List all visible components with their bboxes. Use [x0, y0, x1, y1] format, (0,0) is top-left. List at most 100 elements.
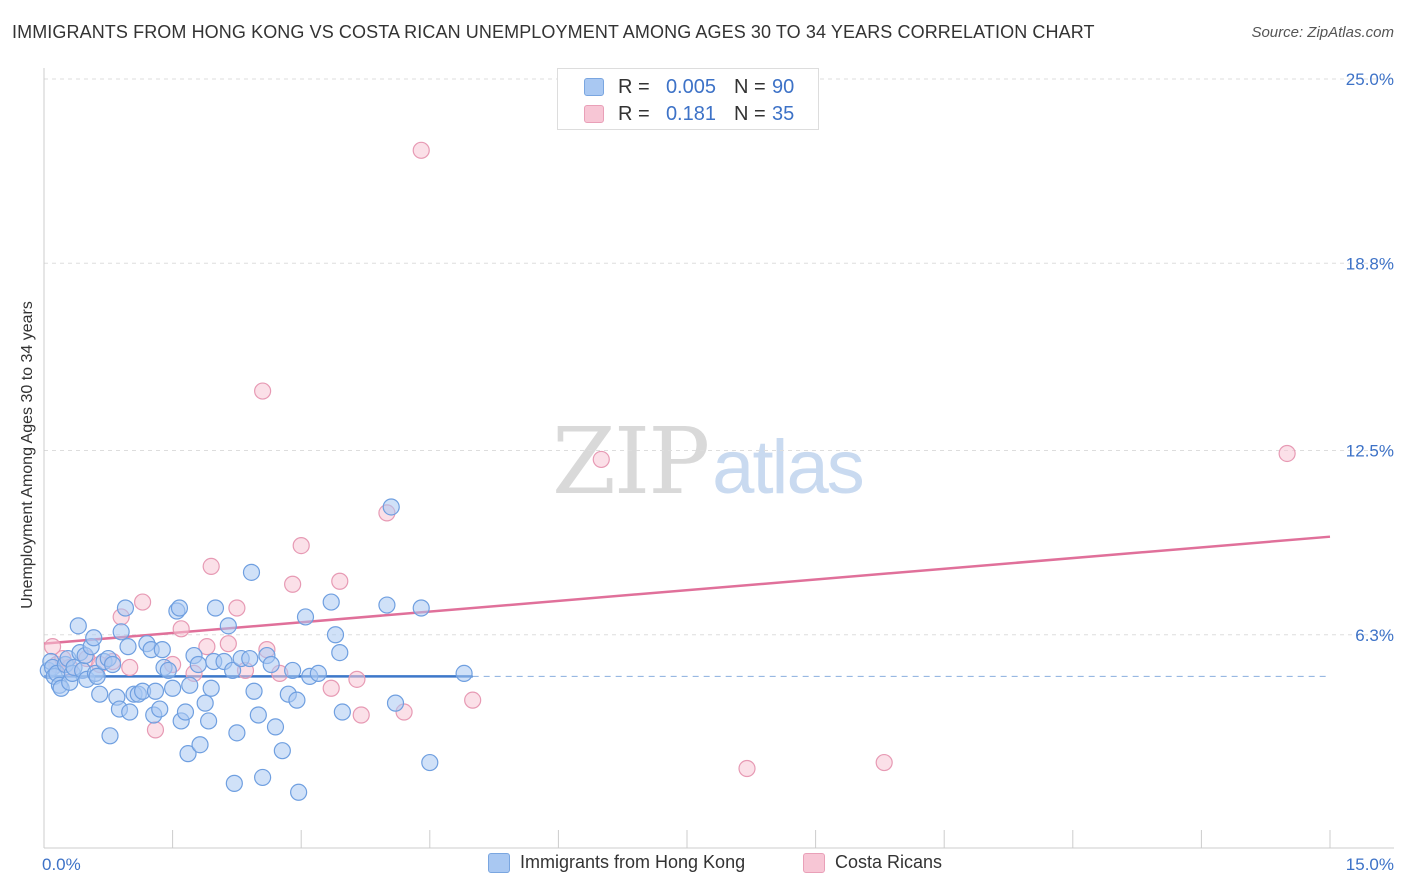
data-point-costa-ricans — [331, 572, 349, 590]
data-point-hong-kong — [273, 742, 291, 760]
data-point-hong-kong — [191, 736, 209, 754]
data-point-costa-ricans — [412, 141, 430, 159]
data-point-hong-kong — [103, 655, 122, 674]
data-point-costa-ricans — [121, 658, 139, 677]
data-point-costa-ricans — [464, 691, 482, 709]
data-point-hong-kong — [245, 682, 263, 700]
data-point-hong-kong — [112, 623, 130, 641]
data-point-hong-kong — [249, 706, 267, 724]
y-tick-label: 6.3% — [1355, 626, 1394, 645]
data-point-hong-kong — [196, 694, 214, 712]
data-point-hong-kong — [386, 694, 405, 712]
trend-line-costa-ricans — [43, 535, 1331, 645]
y-tick-label: 25.0% — [1346, 70, 1394, 89]
grid — [44, 78, 1394, 636]
n-label: N = — [734, 102, 766, 125]
data-point-hong-kong — [146, 682, 165, 700]
data-point-costa-ricans — [146, 721, 165, 739]
data-point-hong-kong — [153, 641, 171, 659]
chart-title: IMMIGRANTS FROM HONG KONG VS COSTA RICAN… — [12, 22, 1095, 42]
legend-label: Immigrants from Hong Kong — [520, 852, 746, 872]
data-point-hong-kong — [121, 703, 139, 721]
data-point-hong-kong — [206, 599, 225, 617]
data-point-costa-ricans — [172, 620, 190, 638]
stats-legend-row-costa-ricans: R = 0.181 N = 35 — [584, 102, 812, 126]
data-point-hong-kong — [296, 608, 315, 626]
data-point-hong-kong — [164, 679, 182, 697]
data-point-hong-kong — [333, 703, 351, 721]
data-point-costa-ricans — [202, 557, 220, 576]
data-point-hong-kong — [242, 563, 261, 581]
data-point-costa-ricans — [322, 679, 340, 697]
data-point-hong-kong — [266, 718, 285, 736]
data-point-costa-ricans — [198, 638, 216, 656]
watermark-atlas: atlas — [712, 425, 865, 510]
data-point-hong-kong — [85, 629, 103, 647]
tick-labels: 6.3% 12.5% 18.8% 25.0% 0.0% 15.0% — [42, 70, 1394, 874]
data-point-hong-kong — [382, 498, 400, 516]
stats-legend-row-hong-kong: R = 0.005 N = 90 — [584, 75, 812, 99]
pink-swatch — [803, 852, 825, 873]
data-point-hong-kong — [159, 661, 177, 680]
data-point-hong-kong — [181, 676, 199, 694]
data-point-hong-kong — [224, 661, 242, 680]
data-point-hong-kong — [69, 617, 87, 635]
data-point-hong-kong — [412, 599, 430, 617]
data-point-hong-kong — [378, 596, 396, 614]
data-point-costa-ricans — [284, 575, 302, 593]
data-point-costa-ricans — [254, 382, 272, 400]
x-tick-label: 15.0% — [1346, 855, 1394, 874]
blue-swatch — [488, 852, 510, 873]
data-point-hong-kong — [219, 617, 237, 635]
data-point-hong-kong — [119, 638, 137, 656]
data-point-hong-kong — [179, 745, 197, 763]
data-point-costa-ricans — [592, 450, 610, 469]
data-point-costa-ricans — [133, 593, 152, 611]
data-point-hong-kong — [200, 712, 218, 730]
n-value: 90 — [772, 75, 795, 98]
data-point-hong-kong — [262, 655, 280, 674]
data-point-hong-kong — [309, 664, 327, 683]
data-point-costa-ricans — [738, 759, 756, 778]
legend-label: Costa Ricans — [835, 852, 943, 872]
data-point-hong-kong — [202, 679, 220, 697]
data-point-costa-ricans — [292, 537, 310, 555]
data-point-costa-ricans — [348, 670, 366, 688]
data-point-hong-kong — [189, 655, 207, 674]
trend-lines — [43, 535, 1331, 678]
data-point-hong-kong — [151, 700, 169, 718]
y-tick-label: 12.5% — [1346, 442, 1394, 461]
data-point-hong-kong — [170, 599, 189, 617]
source-label: Source: ZipAtlas.com — [1251, 24, 1394, 41]
pink-swatch — [584, 105, 604, 123]
r-value: 0.005 — [665, 75, 716, 98]
data-point-hong-kong — [88, 667, 106, 685]
r-label: R = — [618, 75, 650, 98]
data-point-hong-kong — [225, 774, 243, 792]
data-point-hong-kong — [290, 783, 308, 801]
axes — [43, 68, 1394, 849]
data-point-hong-kong — [241, 649, 259, 668]
data-point-hong-kong — [455, 664, 473, 683]
legend-item-hong-kong[interactable]: Immigrants from Hong Kong — [488, 852, 745, 873]
n-label: N = — [734, 75, 766, 98]
y-tick-label: 18.8% — [1346, 254, 1394, 273]
data-point-costa-ricans — [228, 599, 246, 617]
stats-legend: R = 0.005 N = 90 R = 0.181 N = 35 — [557, 68, 819, 130]
r-value: 0.181 — [665, 102, 716, 125]
data-point-costa-ricans — [352, 706, 370, 724]
n-value: 35 — [772, 102, 795, 125]
data-point-hong-kong — [284, 661, 302, 680]
watermark-zip: ZIP — [552, 408, 710, 515]
data-point-hong-kong — [331, 643, 349, 662]
x-tick-label: 0.0% — [42, 855, 81, 874]
data-point-hong-kong — [101, 727, 119, 745]
data-point-costa-ricans — [875, 753, 893, 772]
watermark: ZIPatlas — [552, 408, 865, 515]
blue-swatch — [584, 78, 604, 96]
data-point-hong-kong — [326, 626, 345, 644]
legend-item-costa-ricans[interactable]: Costa Ricans — [803, 852, 942, 873]
r-label: R = — [618, 102, 650, 125]
data-point-hong-kong — [91, 685, 109, 703]
